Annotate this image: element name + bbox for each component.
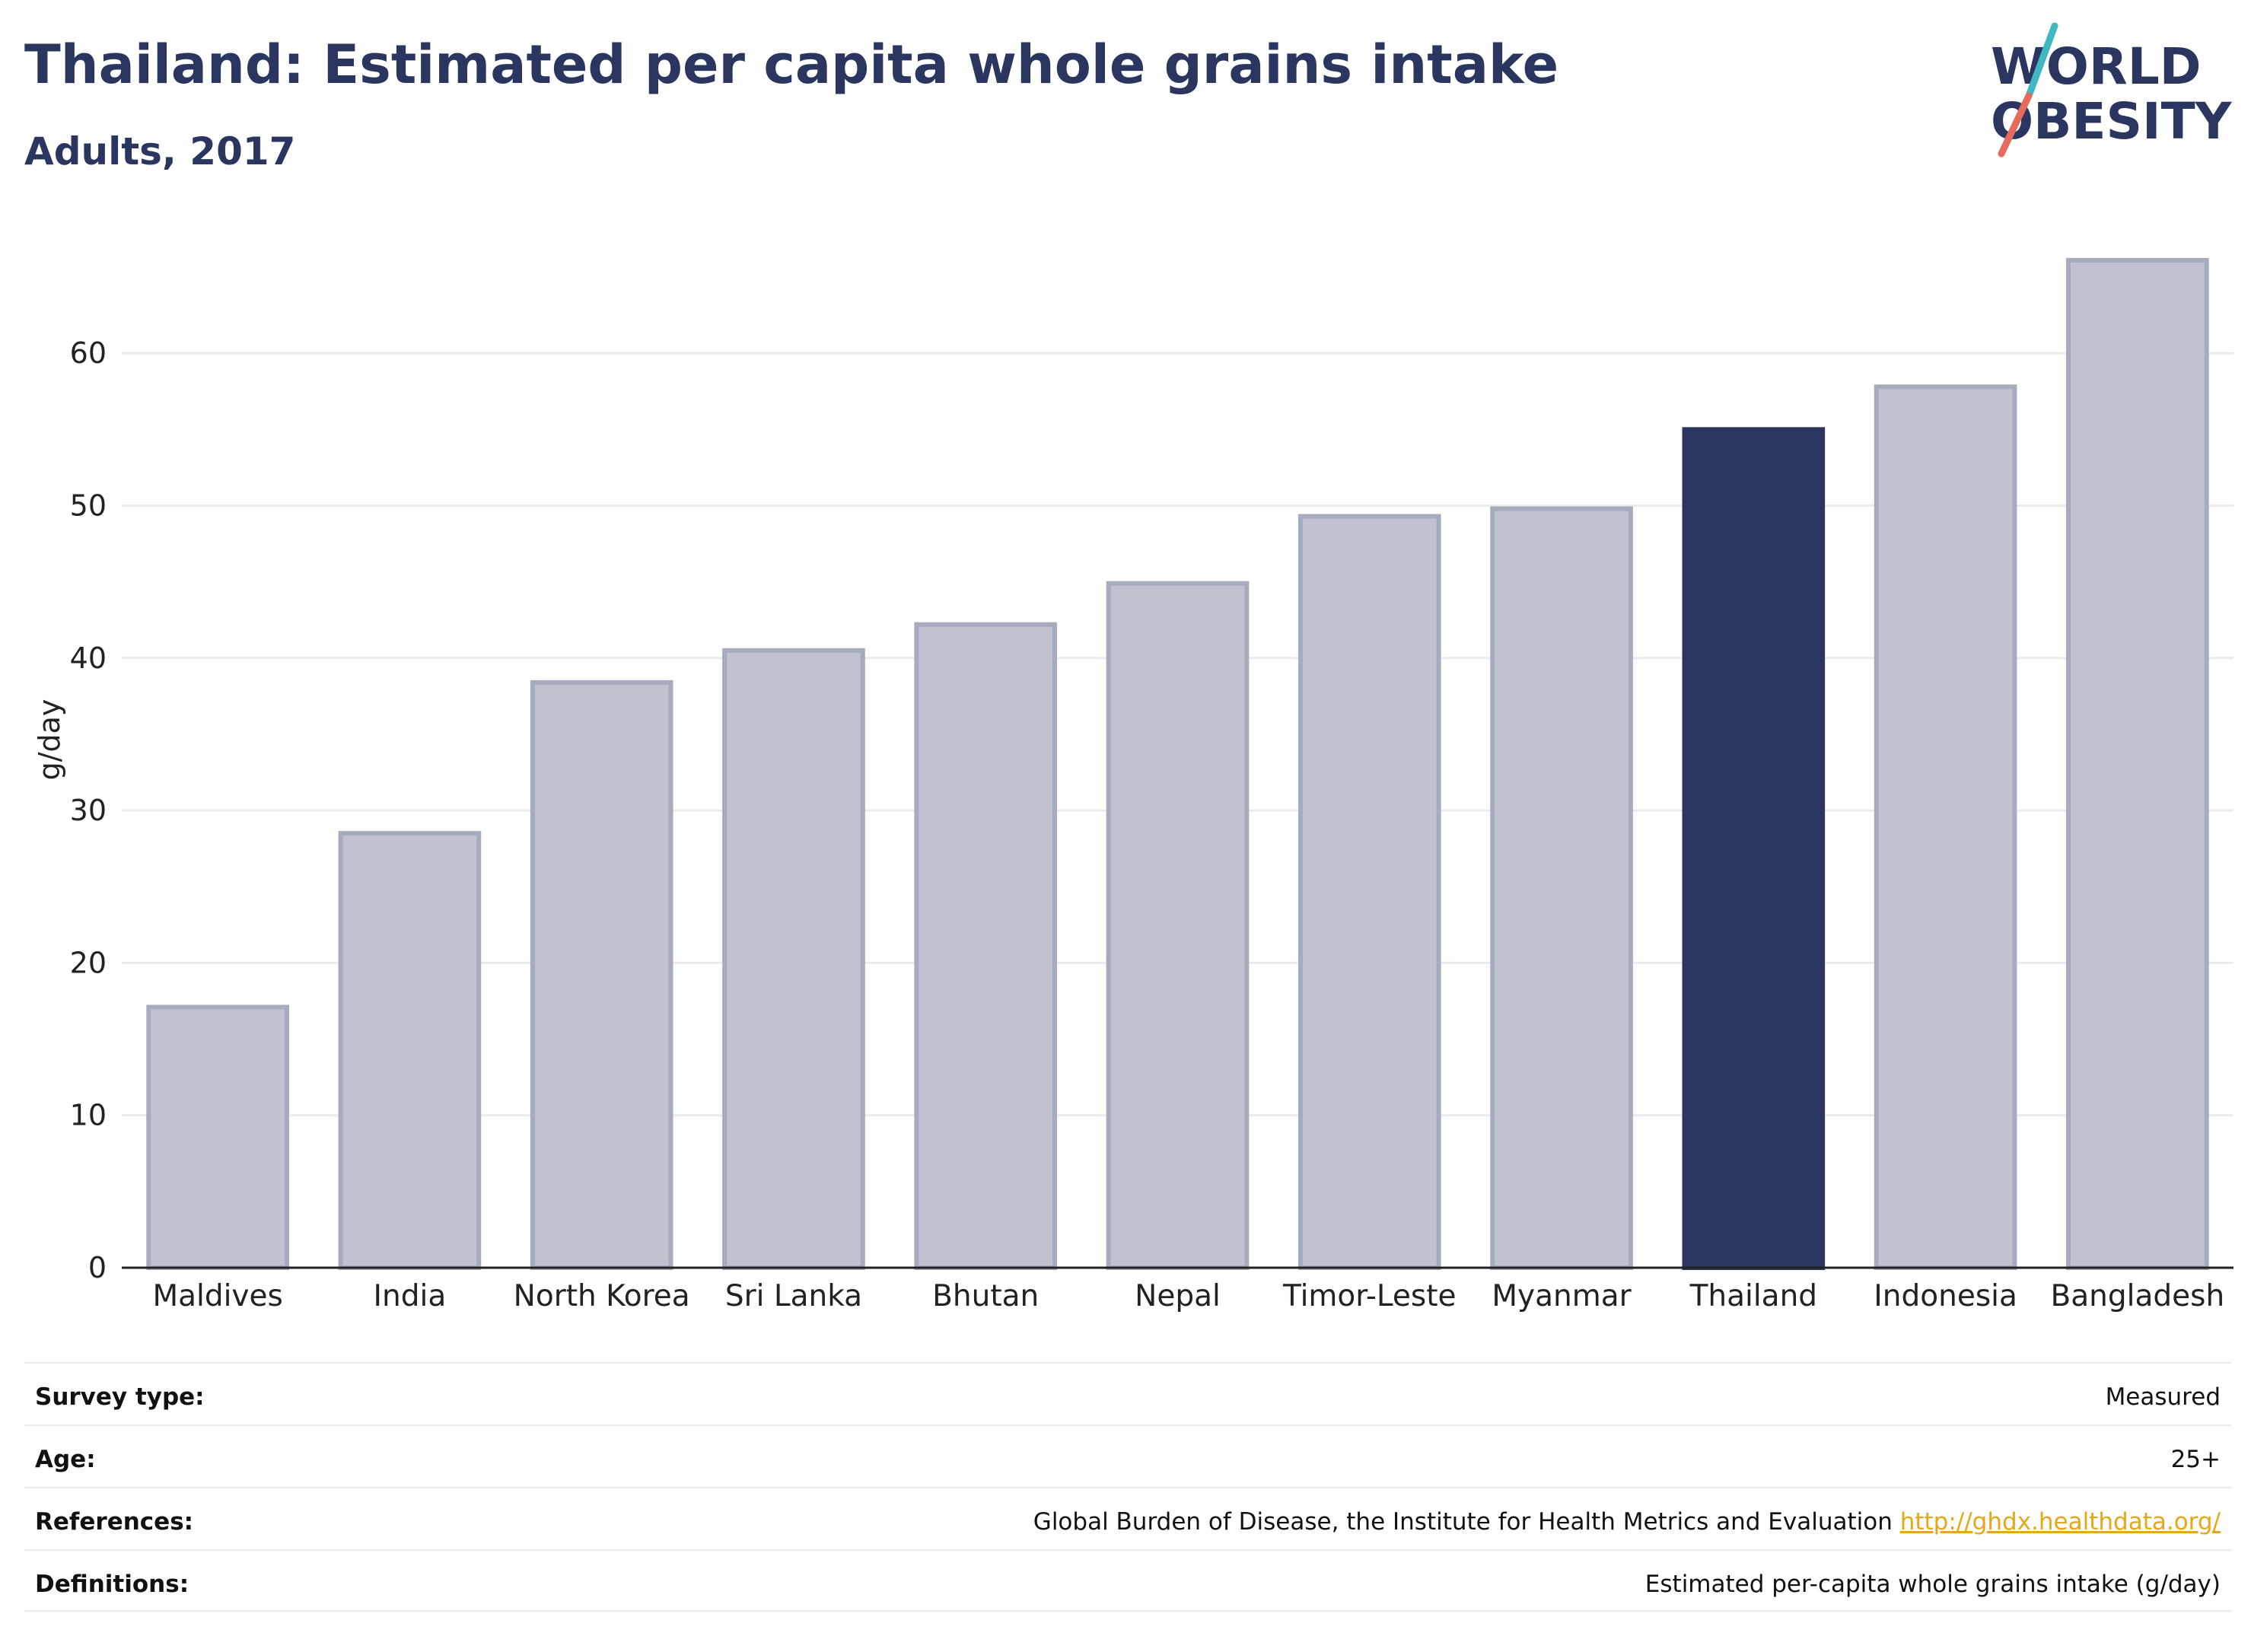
y-tick-label: 10 [70,1099,107,1132]
logo-slash-bottom [1998,92,2033,158]
x-category-label: Bangladesh [2051,1279,2225,1313]
meta-value: Global Burden of Disease, the Institute … [1033,1508,2221,1536]
logo-line2: OBESITY [1991,92,2233,151]
meta-value-text: 25+ [2170,1446,2221,1473]
x-category-label: Bhutan [932,1279,1039,1313]
meta-row: Survey type: Measured [24,1362,2231,1424]
x-category-label: Sri Lanka [725,1279,862,1313]
meta-key: Age: [35,1446,96,1473]
bar-maldives [146,1004,289,1271]
bar-india [338,831,482,1270]
y-tick-label: 60 [70,336,107,370]
x-category-label: Nepal [1135,1279,1221,1313]
x-category-label: Timor-Leste [1282,1279,1457,1313]
y-axis-ticks: 0 10 20 30 40 50 60 [70,336,107,1284]
logo-line1: WORLD [1991,37,2202,96]
y-tick-label: 20 [70,946,107,979]
x-category-label: Myanmar [1492,1279,1632,1313]
bar-indonesia [1874,384,2017,1270]
meta-value: 25+ [2171,1446,2221,1473]
meta-row: Definitions: Estimated per-capita whole g… [24,1549,2231,1612]
x-category-label: India [374,1279,447,1313]
meta-value: Measured [2106,1383,2221,1411]
y-tick-label: 50 [70,489,107,523]
y-tick-label: 30 [70,794,107,827]
bar-bangladesh [2066,258,2209,1271]
bar-timor-leste [1297,514,1441,1270]
bar-north-korea [530,680,673,1270]
bar-bhutan [914,622,1058,1270]
meta-key: Definitions: [35,1571,189,1598]
x-category-label: Maldives [152,1279,282,1313]
bar-nepal [1106,581,1250,1270]
x-axis-labels: Maldives India North Korea Sri Lanka Bhutan N… [152,1279,2224,1313]
metadata-table: Survey type: Measured Age: 25+ References: Gl… [24,1362,2231,1612]
y-axis-label: g/day [33,699,66,781]
x-category-label: North Korea [514,1279,690,1313]
x-category-label: Thailand [1689,1279,1817,1313]
reference-link[interactable]: http://ghdx.healthdata.org/ [1899,1508,2221,1536]
meta-value-text: Estimated per-capita whole grains intake… [1644,1571,2221,1598]
x-category-label: Indonesia [1874,1279,2017,1313]
world-obesity-logo: WORLD OBESITY [1991,23,2233,158]
logo-slash-top [2025,23,2058,100]
page-subtitle: Adults, 2017 [24,129,296,173]
meta-row: References: Global Burden of Disease, the… [24,1487,2231,1549]
bars [146,258,2209,1271]
bar-chart: 0 10 20 30 40 50 60 Maldives India North Korea Sr… [33,258,2233,1313]
bar-sri-lanka [722,648,865,1270]
meta-value: Estimated per-capita whole grains intake… [1645,1571,2221,1598]
page-title: Thailand: Estimated per capita whole gra… [24,33,1559,96]
y-tick-label: 0 [88,1251,107,1284]
meta-key: References: [35,1508,194,1536]
meta-key: Survey type: [35,1383,205,1411]
y-tick-label: 40 [70,641,107,675]
bar-thailand [1682,427,1826,1270]
meta-row: Age: 25+ [24,1424,2231,1487]
bar-myanmar [1490,506,1633,1270]
meta-value-text: Global Burden of Disease, the Institute … [1033,1508,1893,1536]
meta-value-text: Measured [2105,1383,2221,1411]
